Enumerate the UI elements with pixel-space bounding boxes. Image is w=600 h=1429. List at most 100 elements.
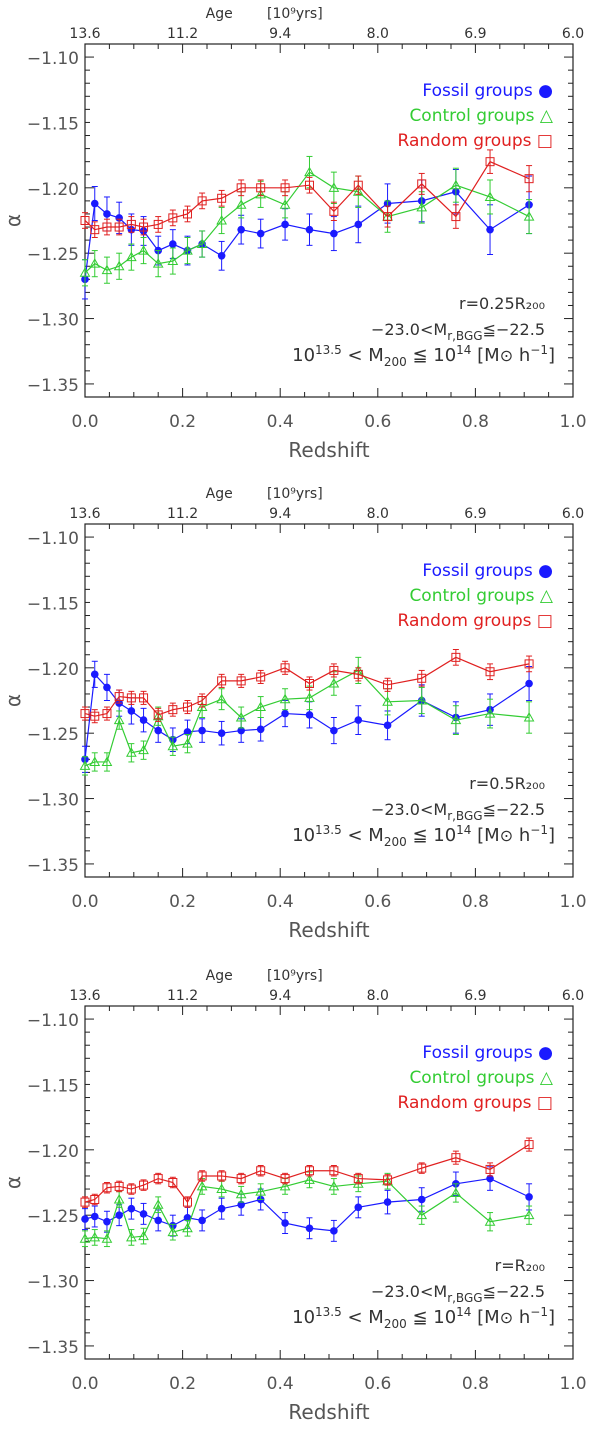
data-point	[281, 1219, 289, 1227]
panel-radius-label: r=0.25R₂₀₀	[459, 294, 545, 313]
data-point	[182, 1197, 192, 1207]
data-point	[281, 220, 289, 229]
data-point	[330, 726, 338, 735]
data-point	[183, 728, 192, 736]
legend-entry: Fossil groups ●	[422, 81, 553, 101]
data-point	[484, 1216, 496, 1226]
y-tick-label: −1.25	[27, 1207, 79, 1227]
top-tick-label: 6.0	[562, 506, 584, 522]
data-point	[484, 191, 496, 201]
data-point	[168, 213, 178, 223]
data-point	[305, 225, 314, 234]
top-tick-label: 6.9	[464, 26, 486, 42]
x-tick-label: 0.2	[169, 1374, 196, 1394]
data-point	[103, 1217, 111, 1226]
data-point	[126, 693, 136, 703]
data-point	[90, 1194, 100, 1204]
data-point	[524, 659, 534, 669]
data-point	[352, 186, 364, 196]
legend-entry: Random groups □	[398, 131, 553, 151]
data-point	[382, 696, 393, 706]
series-line	[84, 171, 530, 274]
y-tick-label: −1.10	[27, 529, 79, 549]
x-tick-label: 0.8	[462, 892, 489, 912]
top-tick-label: 8.0	[367, 988, 389, 1004]
data-point	[126, 251, 137, 262]
data-point	[353, 669, 363, 679]
data-point	[383, 680, 393, 690]
data-point	[217, 676, 227, 686]
data-point	[451, 652, 461, 662]
data-point	[126, 1184, 136, 1194]
data-point	[80, 709, 90, 719]
data-point	[126, 219, 136, 229]
x-axis-label: Redshift	[288, 438, 369, 462]
x-tick-label: 0.4	[267, 412, 294, 432]
x-tick-label: 0.8	[462, 1374, 489, 1394]
top-tick-label: 8.0	[367, 506, 389, 522]
data-point	[305, 711, 314, 719]
data-point	[330, 1227, 338, 1235]
data-point	[484, 708, 496, 718]
data-point	[154, 726, 162, 735]
data-point	[80, 1197, 90, 1207]
data-point	[353, 1174, 363, 1184]
y-tick-label: −1.20	[27, 180, 79, 200]
data-point	[417, 673, 427, 683]
top-axis-unit: [10⁹yrs]	[267, 486, 323, 502]
data-point	[90, 711, 100, 721]
series-random	[80, 649, 534, 724]
data-point	[126, 1231, 137, 1242]
data-point	[80, 216, 90, 225]
y-tick-label: −1.25	[27, 725, 79, 745]
data-point	[101, 264, 113, 275]
series-line	[84, 656, 530, 717]
data-point	[450, 1187, 462, 1197]
data-point	[183, 1214, 192, 1222]
data-point	[255, 701, 267, 712]
data-point	[383, 721, 392, 730]
data-point	[236, 1174, 246, 1184]
data-point	[416, 1209, 428, 1220]
data-point	[168, 705, 178, 715]
data-point	[217, 193, 227, 203]
x-tick-label: 0.4	[267, 892, 294, 912]
data-point	[103, 210, 111, 218]
data-point	[198, 726, 206, 735]
data-point	[383, 1198, 392, 1206]
y-tick-label: −1.10	[27, 49, 79, 69]
x-tick-label: 0.0	[71, 892, 98, 912]
data-point	[152, 258, 164, 268]
data-point	[255, 188, 267, 199]
data-point	[79, 267, 91, 277]
data-point	[217, 1204, 226, 1213]
data-point	[198, 1216, 206, 1225]
series-fossil	[81, 1166, 533, 1242]
x-tick-label: 0.8	[462, 412, 489, 432]
data-point	[417, 179, 427, 189]
x-tick-label: 0.0	[71, 1374, 98, 1394]
data-point	[416, 201, 428, 212]
top-axis-label: Age	[206, 486, 233, 502]
data-point	[486, 225, 494, 234]
series-line	[84, 1177, 530, 1232]
data-point	[524, 1140, 534, 1150]
data-point	[167, 255, 179, 266]
data-point	[237, 726, 245, 735]
legend-entry: Fossil groups ●	[422, 561, 553, 581]
data-point	[383, 1175, 393, 1185]
data-point	[305, 1224, 314, 1233]
top-tick-label: 13.6	[69, 506, 100, 522]
data-point	[280, 1174, 290, 1184]
data-point	[217, 1171, 227, 1181]
data-point	[139, 693, 149, 703]
data-point	[304, 1166, 314, 1176]
data-point	[485, 1164, 495, 1174]
series-line	[84, 191, 530, 280]
data-point	[354, 1203, 363, 1212]
data-point	[89, 258, 101, 268]
data-point	[139, 1210, 148, 1218]
data-point	[182, 209, 192, 219]
panel-radius-label: r=0.5R₂₀₀	[469, 774, 545, 793]
